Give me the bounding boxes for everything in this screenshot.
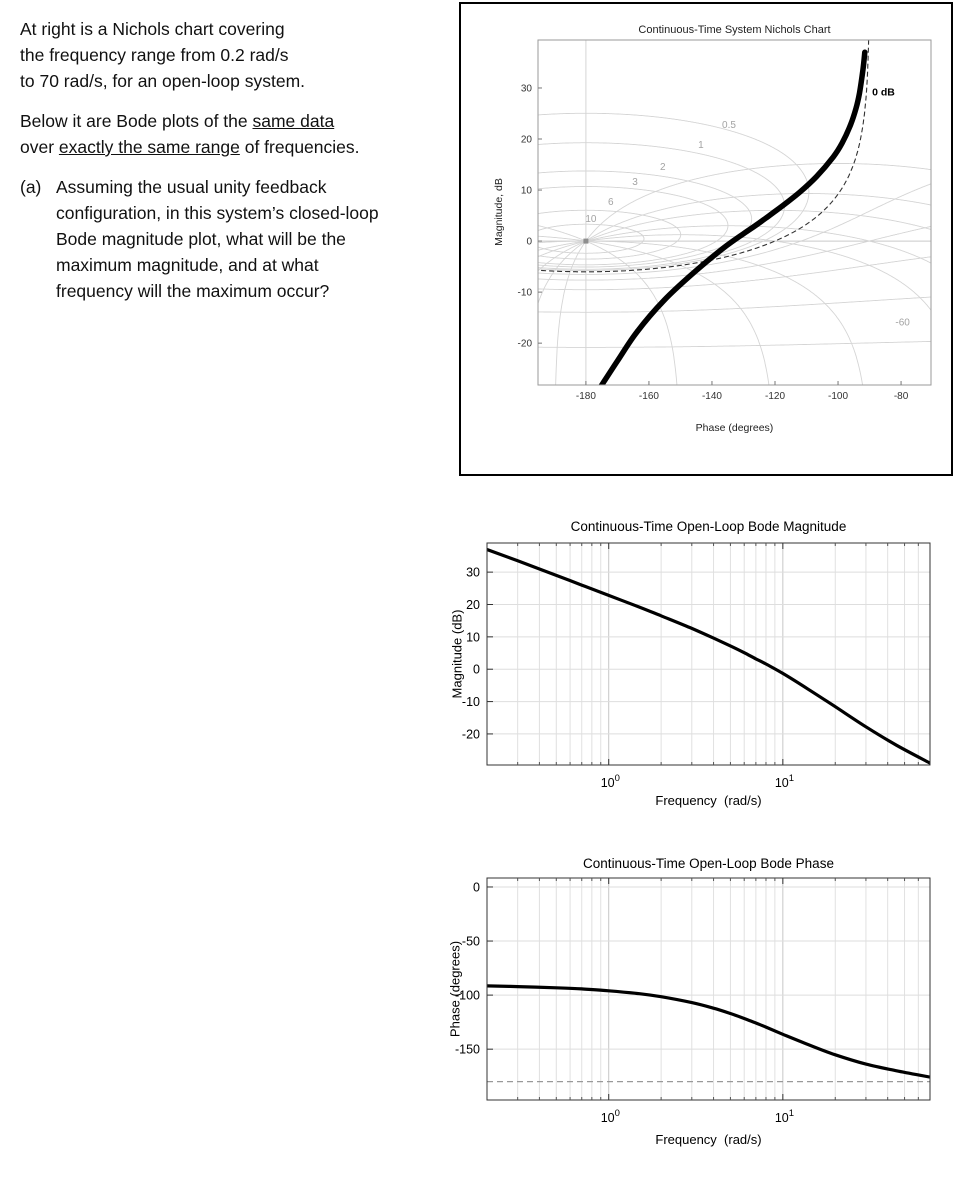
nichols-open-loop-curve bbox=[598, 49, 868, 385]
problem-paragraph-2: Below it are Bode plots of the same data… bbox=[20, 108, 465, 160]
m-contour bbox=[538, 256, 931, 291]
x-tick-label: -160 bbox=[639, 391, 659, 402]
bode-phase-y-axis-label: Phase (degrees) bbox=[447, 940, 463, 1038]
text-run: Below it are Bode plots of the bbox=[20, 111, 253, 131]
m-contour bbox=[538, 296, 931, 313]
part-a-text: Assuming the usual unity feedback config… bbox=[56, 174, 465, 304]
bode-phase-x-axis-label: Frequency (rad/s) bbox=[655, 1132, 762, 1147]
nichols-grid-label: 2 bbox=[660, 162, 666, 173]
bode-magnitude-x-axis-label: Frequency (rad/s) bbox=[655, 793, 762, 808]
axes-box bbox=[486, 877, 931, 1101]
x-tick-label: -140 bbox=[702, 391, 722, 402]
y-tick-label: 0 bbox=[526, 237, 532, 248]
underlined-text: same data bbox=[252, 111, 335, 131]
nichols-figure: 0.5 1 2 3 6 10 0 dB -60 -180 -160 -140 -120 -100 -80 3… bbox=[459, 2, 953, 476]
y-tick-label: 0 bbox=[473, 880, 480, 894]
zero-db-contour bbox=[538, 40, 870, 273]
n-contour bbox=[538, 209, 931, 272]
nichols-grid-label: 3 bbox=[632, 177, 638, 188]
x-tick-label: -80 bbox=[894, 391, 909, 402]
text-line: Below it are Bode plots of the same data bbox=[20, 108, 465, 134]
m-contour bbox=[538, 112, 810, 271]
nichols-y-axis-label: Magnitude, dB bbox=[493, 178, 505, 246]
y-tick-label: -20 bbox=[518, 339, 533, 350]
y-tick-label: -10 bbox=[462, 695, 480, 709]
nichols-grid-label: 0 dB bbox=[872, 87, 895, 99]
n-contour bbox=[538, 240, 864, 385]
y-tick-label: -100 bbox=[455, 989, 480, 1003]
m-contour bbox=[538, 186, 729, 266]
text-line: frequency will the maximum occur? bbox=[56, 281, 330, 301]
y-tick-label: 20 bbox=[466, 598, 480, 612]
nichols-grid-label: -60 bbox=[895, 317, 910, 328]
bode-phase-svg-curve bbox=[487, 984, 930, 1079]
text-line: the frequency range from 0.2 rad/s bbox=[20, 45, 289, 65]
x-tick-label: 100 bbox=[601, 773, 620, 790]
bode-phase-figure: 0 -50 -100 -150 100 101 Continuous-Time Open-… bbox=[440, 848, 956, 1164]
nichols-title: Continuous-Time System Nichols Chart bbox=[638, 24, 831, 36]
x-tick-label: 101 bbox=[775, 1108, 794, 1125]
text-line: to 70 rad/s, for an open-loop system. bbox=[20, 71, 306, 91]
x-tick-label: -180 bbox=[576, 391, 596, 402]
bode-magnitude-y-axis-label: Magnitude (dB) bbox=[449, 609, 465, 699]
nichols-plot-area bbox=[538, 40, 931, 385]
x-tick-label: 100 bbox=[601, 1108, 620, 1125]
problem-paragraph-1: At right is a Nichols chart covering the… bbox=[20, 16, 465, 94]
text-run: of frequencies. bbox=[239, 137, 360, 157]
y-tick-label: 20 bbox=[521, 135, 533, 146]
text-line: Assuming the usual unity feedback bbox=[56, 177, 327, 197]
x-tick-label: -120 bbox=[765, 391, 785, 402]
nichols-grid-label: 10 bbox=[585, 214, 597, 225]
y-tick-label: 10 bbox=[466, 630, 480, 644]
bode-phase-chart: 0 -50 -100 -150 100 101 bbox=[455, 877, 931, 1125]
bode-magnitude-figure: 30 20 10 0 -10 -20 100 101 Continuous-Time Open… bbox=[440, 515, 956, 821]
bode-phase-title: Continuous-Time Open-Loop Bode Phase bbox=[583, 856, 834, 871]
y-tick-label: -50 bbox=[462, 935, 480, 949]
n-contour bbox=[555, 163, 931, 385]
axes-box bbox=[537, 39, 932, 386]
y-tick-label: -150 bbox=[455, 1043, 480, 1057]
part-a-label: (a) bbox=[20, 177, 42, 197]
n-contour bbox=[538, 225, 678, 385]
m-contour bbox=[538, 142, 785, 270]
axes-box bbox=[486, 542, 931, 766]
bode-mag-svg-curve bbox=[487, 547, 930, 765]
x-tick-label: -100 bbox=[828, 391, 848, 402]
y-tick-label: 0 bbox=[473, 663, 480, 677]
nichols-grid-label: 6 bbox=[608, 197, 614, 208]
underlined-text: exactly the same range bbox=[58, 137, 240, 157]
y-tick-label: 10 bbox=[521, 186, 533, 197]
n-contour bbox=[538, 193, 931, 305]
nichols-grid-label: 0.5 bbox=[722, 120, 736, 131]
m-contour bbox=[538, 223, 645, 254]
n-contour bbox=[538, 225, 931, 264]
n-contour bbox=[538, 234, 931, 311]
nichols-grid-label: 1 bbox=[698, 140, 704, 151]
y-tick-label: 30 bbox=[521, 83, 533, 94]
n-contour bbox=[538, 235, 770, 385]
m-contour bbox=[538, 170, 753, 268]
text-line: configuration, in this system’s closed-l… bbox=[56, 203, 379, 223]
text-line: Bode magnitude plot, what will be the bbox=[56, 229, 346, 249]
m-contour bbox=[538, 225, 931, 281]
m-contour bbox=[538, 183, 931, 275]
nichols-x-axis-label: Phase (degrees) bbox=[695, 422, 774, 434]
y-tick-label: -10 bbox=[518, 288, 533, 299]
text-line: maximum magnitude, and at what bbox=[56, 255, 319, 275]
bode-magnitude-title: Continuous-Time Open-Loop Bode Magnitude bbox=[570, 519, 847, 534]
x-tick-label: 101 bbox=[775, 773, 794, 790]
critical-point-marker bbox=[583, 238, 589, 244]
text-line: over exactly the same range of frequenci… bbox=[20, 134, 465, 160]
text-run: over bbox=[20, 137, 59, 157]
text-line: At right is a Nichols chart covering bbox=[20, 19, 285, 39]
y-tick-label: -20 bbox=[462, 727, 480, 741]
m-contour bbox=[538, 340, 931, 348]
problem-part-a: (a) Assuming the usual unity feedback co… bbox=[20, 174, 465, 304]
y-tick-label: 30 bbox=[466, 566, 480, 580]
problem-statement: At right is a Nichols chart covering the… bbox=[20, 16, 465, 318]
